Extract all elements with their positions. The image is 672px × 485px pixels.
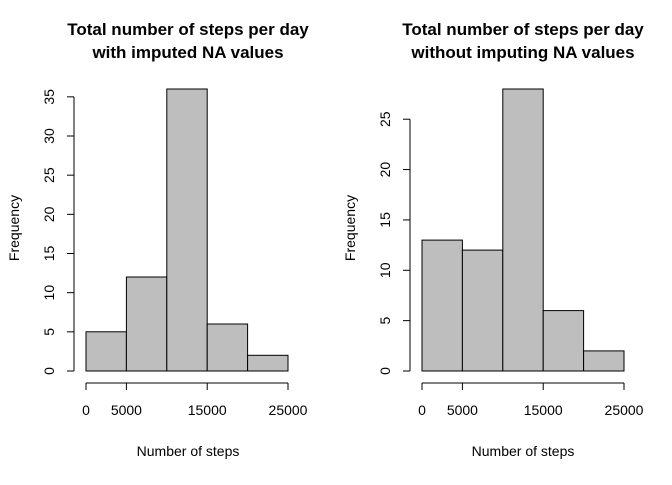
y-tick-label: 15 [377, 212, 393, 228]
chart-title-line2: without imputing NA values [410, 43, 634, 62]
y-axis: 0 5 10 15 20 25 30 35 [41, 89, 75, 375]
y-tick-label: 5 [377, 317, 393, 325]
y-tick-label: 30 [41, 128, 57, 144]
y-tick-label: 25 [377, 111, 393, 127]
histogram-bar [247, 354, 289, 372]
x-axis: 0 5000 15000 25000 [418, 382, 644, 418]
histogram-bar [502, 88, 544, 372]
y-tick-label: 15 [41, 246, 57, 262]
y-tick-label: 20 [41, 206, 57, 222]
y-tick-label: 20 [377, 162, 393, 178]
x-tick-label: 5000 [111, 402, 142, 418]
y-axis-label: Frequency [342, 195, 358, 261]
y-tick-label: 5 [41, 328, 57, 336]
x-tick-label: 0 [82, 402, 90, 418]
x-tick-label: 15000 [524, 402, 563, 418]
histogram-bar [542, 310, 585, 372]
chart-title-line2: with imputed NA values [91, 43, 283, 62]
bars [85, 88, 289, 372]
x-axis-label: Number of steps [137, 443, 240, 459]
y-tick-label: 0 [377, 367, 393, 375]
y-tick-label: 10 [377, 262, 393, 278]
chart-title-line1: Total number of steps per day [67, 20, 309, 39]
histogram-bar [166, 88, 208, 372]
y-axis: 0 5 10 15 20 25 [377, 111, 411, 375]
y-tick-label: 0 [41, 367, 57, 375]
x-axis: 0 5000 15000 25000 [82, 382, 308, 418]
y-axis-label: Frequency [6, 195, 22, 261]
bars [421, 88, 625, 372]
x-tick-label: 15000 [188, 402, 227, 418]
histogram-bar [421, 239, 463, 372]
x-tick-label: 5000 [447, 402, 478, 418]
histogram-bar [85, 331, 127, 372]
y-tick-label: 35 [41, 89, 57, 105]
histogram-bar [206, 323, 249, 372]
x-tick-label: 0 [418, 402, 426, 418]
chart-title-line1: Total number of steps per day [402, 20, 644, 39]
histogram-imputed: Total number of steps per day with imput… [6, 20, 309, 459]
histogram-bar [461, 249, 504, 372]
y-tick-label: 25 [41, 167, 57, 183]
x-tick-label: 25000 [269, 402, 308, 418]
histogram-bar [125, 276, 168, 372]
y-tick-label: 10 [41, 285, 57, 301]
x-tick-label: 25000 [605, 402, 644, 418]
x-axis-label: Number of steps [472, 443, 575, 459]
histogram-bar [583, 350, 625, 372]
histogram-raw: Total number of steps per day without im… [342, 20, 644, 459]
